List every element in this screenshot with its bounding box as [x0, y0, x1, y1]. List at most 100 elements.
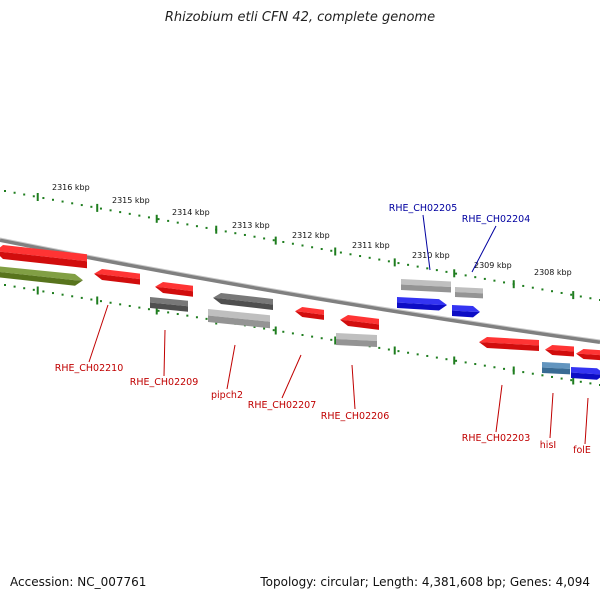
tick-dot	[455, 359, 458, 362]
gene-fole[interactable]	[576, 349, 600, 361]
tick-dot	[483, 277, 486, 280]
tick-dot	[23, 193, 26, 196]
gene-label: RHE_CH02209	[130, 377, 199, 388]
tick-dot	[474, 276, 477, 279]
gene-face-bottom	[455, 292, 483, 299]
gene-feature[interactable]	[542, 362, 570, 375]
tick-dot	[359, 255, 362, 258]
gene-face-top	[401, 279, 451, 287]
tick-dot	[282, 330, 285, 333]
gene-feature[interactable]	[452, 305, 480, 318]
scale-label: 2315 kbp	[112, 196, 150, 205]
tick-dot	[426, 354, 429, 357]
gene-face-bottom	[340, 319, 379, 330]
gene-feature[interactable]	[150, 297, 188, 312]
gene-rhe_ch02203[interactable]	[479, 337, 539, 351]
label-leader	[584, 397, 589, 445]
tick-dot	[541, 288, 544, 291]
gene-rhe_ch02209[interactable]	[94, 269, 140, 285]
tick-dot	[23, 287, 26, 290]
tick-dot	[551, 290, 554, 293]
tick-dot	[397, 350, 400, 353]
gene-rhe_ch02210[interactable]	[0, 245, 87, 269]
tick-dot	[243, 233, 246, 236]
tick-dot	[71, 295, 74, 298]
tick-dot	[407, 263, 410, 266]
topology-stats: Topology: circular; Length: 4,381,608 bp…	[260, 575, 590, 589]
tick-dot	[80, 296, 83, 299]
tick-dot	[330, 249, 333, 252]
gene-face-top	[455, 287, 483, 294]
tick-dot	[263, 237, 266, 240]
gene-face-bottom	[401, 284, 451, 293]
label-leader	[163, 329, 166, 377]
gene-rhe_ch02205[interactable]	[401, 279, 451, 293]
label-leader	[351, 364, 356, 410]
gene-hisi[interactable]	[545, 345, 574, 357]
tick-dot	[378, 258, 381, 261]
tick-dot	[474, 363, 477, 366]
gene-label: folE	[573, 445, 591, 456]
tick-dot	[387, 260, 390, 263]
tick-dot	[224, 230, 227, 233]
gene-face-bottom	[545, 349, 574, 357]
tick-dot	[560, 377, 563, 380]
gene-rhe_ch02207[interactable]	[295, 307, 324, 320]
gene-rhe_ch02204[interactable]	[455, 287, 483, 299]
tick-dot	[32, 288, 35, 291]
gene-feature[interactable]	[336, 333, 377, 348]
tick-dot	[263, 327, 266, 330]
gene-feature[interactable]	[571, 367, 600, 380]
tick-dot	[291, 332, 294, 335]
tick-dot	[4, 190, 6, 192]
gene-face-top	[340, 315, 379, 325]
gene-feature[interactable]	[213, 293, 273, 310]
label-leader	[495, 384, 503, 433]
tick-dot	[368, 256, 371, 259]
gene-feature[interactable]	[208, 309, 270, 329]
gene-label: RHE_CH02207	[248, 400, 317, 411]
tick-dot	[464, 361, 467, 364]
tick-dot	[109, 301, 112, 304]
tick-dot	[4, 284, 6, 286]
tick-dot	[311, 246, 314, 249]
gene-rhe_ch02206[interactable]	[340, 315, 379, 330]
tick-dot	[541, 374, 544, 377]
tick-dot	[234, 232, 237, 235]
gene-pipch2[interactable]	[155, 282, 193, 297]
gene-label: RHE_CH02205	[389, 203, 458, 214]
tick-dot	[483, 364, 486, 367]
tick-dot	[195, 316, 198, 319]
gene-feature[interactable]	[397, 297, 447, 311]
tick-dot	[531, 286, 534, 289]
tick-dot	[503, 281, 506, 284]
gene-face-top	[0, 245, 87, 262]
tick-dot	[272, 239, 275, 242]
label-leader	[226, 344, 236, 390]
gene-feature[interactable]	[0, 266, 83, 286]
tick-dot	[167, 311, 170, 314]
gene-face-top	[452, 305, 480, 312]
tick-dot	[51, 198, 54, 201]
gene-face-top	[571, 367, 600, 375]
tick-dot	[455, 272, 458, 275]
tick-dot	[119, 211, 122, 214]
gene-label: pipch2	[211, 390, 243, 401]
gene-face-top	[94, 269, 140, 280]
gene-label: RHE_CH02203	[462, 433, 531, 444]
outer-tick-row	[4, 190, 600, 301]
gene-face-bottom	[208, 315, 270, 329]
tick-dot	[579, 295, 582, 298]
tick-dot	[80, 204, 83, 207]
scale-label: 2309 kbp	[474, 261, 512, 270]
tick-dot	[301, 244, 304, 247]
accession-label: Accession: NC_007761	[10, 575, 147, 589]
tick-dot	[61, 293, 64, 296]
tick-dot	[51, 292, 54, 295]
tick-dot	[589, 297, 592, 300]
tick-dot	[531, 372, 534, 375]
tick-dot	[589, 382, 592, 385]
tick-dot	[349, 253, 352, 256]
tick-dot	[42, 290, 45, 293]
tick-dot	[397, 262, 400, 265]
